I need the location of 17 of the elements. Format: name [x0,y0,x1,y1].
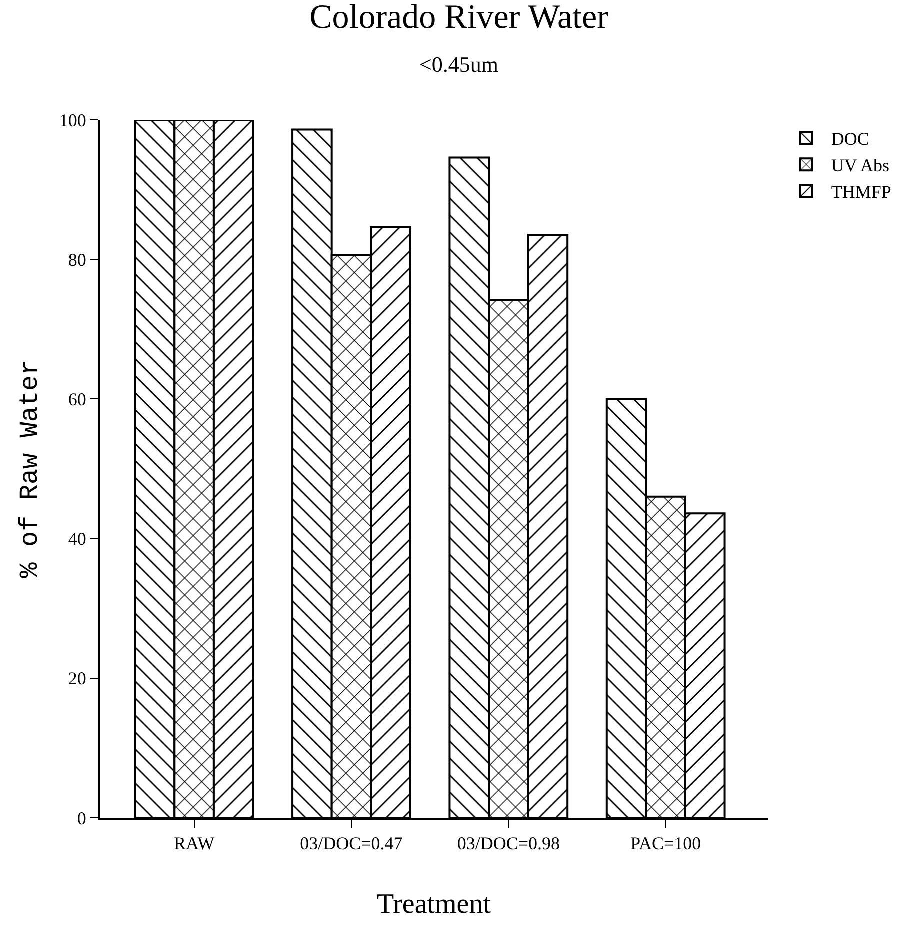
y-tick-label: 40 [68,529,86,550]
y-tick-label: 80 [68,250,86,270]
y-axis-title: % of Raw Water [15,360,45,578]
x-tick-label: RAW [174,834,215,854]
y-tick-label: 100 [59,110,86,130]
y-tick-label: 20 [68,668,86,689]
text: THMFP [831,182,892,202]
text: UV Abs [831,156,890,176]
x-tick-label: PAC=100 [630,834,702,854]
chart-title: Colorado River Water [310,0,610,36]
x-axis-title: Treatment [376,889,492,920]
text: DOC [831,129,870,150]
x-tick-label: 03/DOC=0.98 [457,834,560,854]
y-tick-label: 0 [77,808,86,828]
y-tick-label: 60 [68,390,86,410]
chart-subtitle: <0.45um [419,52,499,78]
x-tick-label: 03/DOC=0.47 [300,834,403,854]
